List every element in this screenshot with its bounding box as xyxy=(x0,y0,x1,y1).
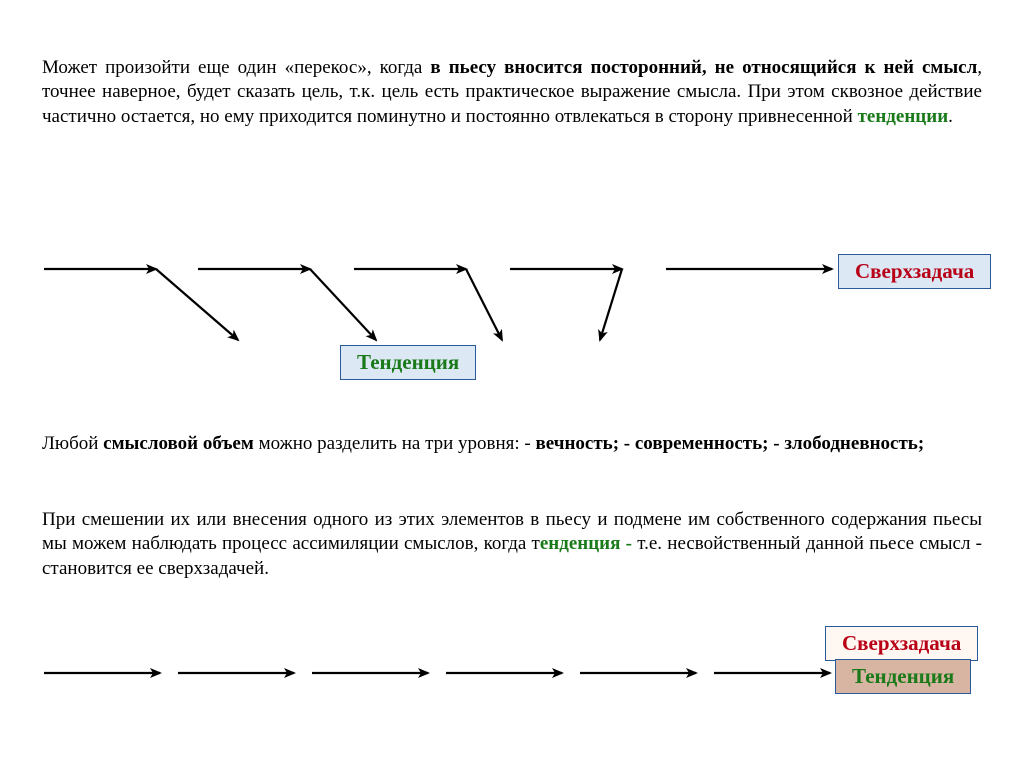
p2-bold-1: смысловой объем xyxy=(103,433,254,454)
p1-text-1: Может произойти еще один «перекос», когд… xyxy=(42,57,430,78)
supertask-box-1: Сверхзадача xyxy=(838,254,991,289)
slide: Может произойти еще один «перекос», когд… xyxy=(0,0,1023,768)
p2-t1: Любой xyxy=(42,433,103,454)
p2-bold-2: вечность; - современность; - злободневно… xyxy=(536,433,925,454)
paragraph-3: При смешении их или внесения одного из э… xyxy=(42,508,982,581)
p2-t3: можно разделить на три уровня: - xyxy=(254,433,536,454)
paragraph-2: Любой смысловой объем можно разделить на… xyxy=(42,432,982,456)
p1-bold: в пьесу вносится посторонний, не относящ… xyxy=(430,57,977,78)
p1-text-5: . xyxy=(948,106,953,127)
supertask-box-2: Сверхзадача xyxy=(825,626,978,661)
tendency-box-1: Тенденция xyxy=(340,345,476,380)
tendency-box-2: Тенденция xyxy=(835,659,971,694)
p1-tendency-word: тенденции xyxy=(858,106,949,127)
p3-green: енденция - xyxy=(540,533,632,554)
paragraph-1: Может произойти еще один «перекос», когд… xyxy=(42,56,982,129)
